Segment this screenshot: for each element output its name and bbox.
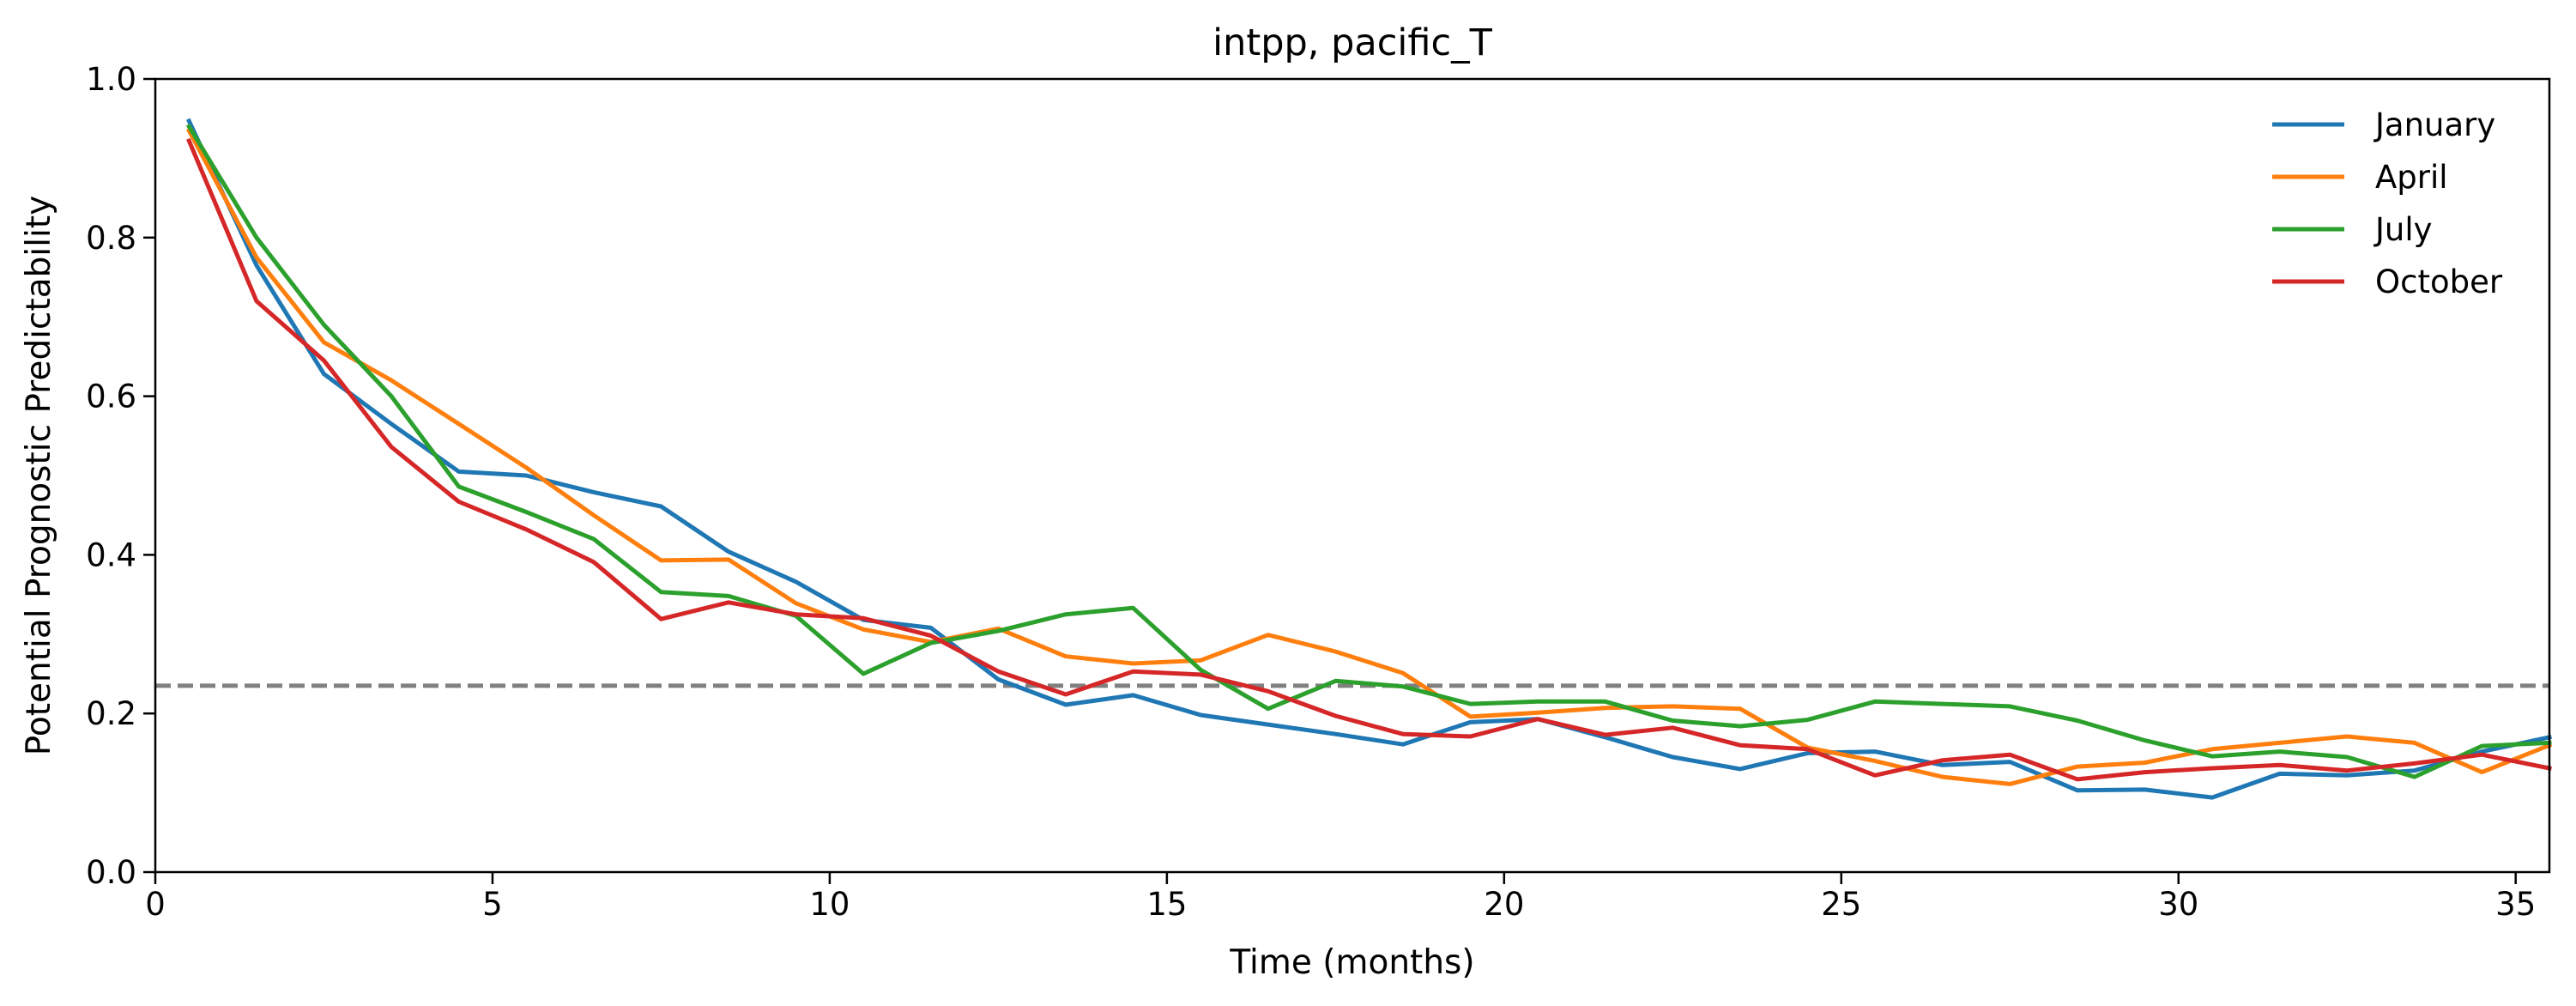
x-tick-label: 15: [1146, 886, 1187, 923]
legend-label-january: January: [2373, 106, 2495, 143]
x-tick-label: 10: [809, 886, 850, 923]
y-tick-label: 0.6: [86, 379, 136, 415]
y-tick-label: 0.8: [86, 220, 136, 257]
x-tick-label: 25: [1821, 886, 1861, 923]
y-tick-label: 0.4: [86, 536, 136, 573]
legend-label-july: July: [2373, 211, 2433, 248]
x-axis-ticks: 0 5 10 15 20 25 30 35: [145, 872, 2536, 923]
x-tick-label: 35: [2495, 886, 2536, 923]
y-tick-label: 1.0: [86, 61, 136, 98]
chart-title: intpp, pacific_T: [1212, 21, 1492, 64]
x-tick-label: 0: [145, 886, 166, 923]
x-axis-label: Time (months): [1229, 943, 1474, 982]
x-tick-label: 20: [1484, 886, 1524, 923]
plot-area: [155, 118, 2553, 800]
legend-label-october: October: [2375, 264, 2503, 300]
x-tick-label: 5: [482, 886, 503, 923]
legend: January April July October: [2272, 106, 2503, 300]
series-line-july: [185, 123, 2552, 779]
y-tick-label: 0.2: [86, 695, 136, 732]
y-axis-ticks: 0.0 0.2 0.4 0.6 0.8 1.0: [86, 61, 155, 891]
y-tick-label: 0.0: [86, 854, 136, 891]
legend-label-april: April: [2375, 159, 2448, 196]
axes-frame: [154, 77, 2551, 874]
series-line-january: [185, 118, 2552, 800]
y-axis-label: Potential Prognostic Predictability: [20, 196, 58, 756]
x-tick-label: 30: [2158, 886, 2198, 923]
series-line-april: [185, 127, 2553, 786]
series-line-october: [186, 137, 2552, 782]
series-layer: [185, 118, 2553, 800]
